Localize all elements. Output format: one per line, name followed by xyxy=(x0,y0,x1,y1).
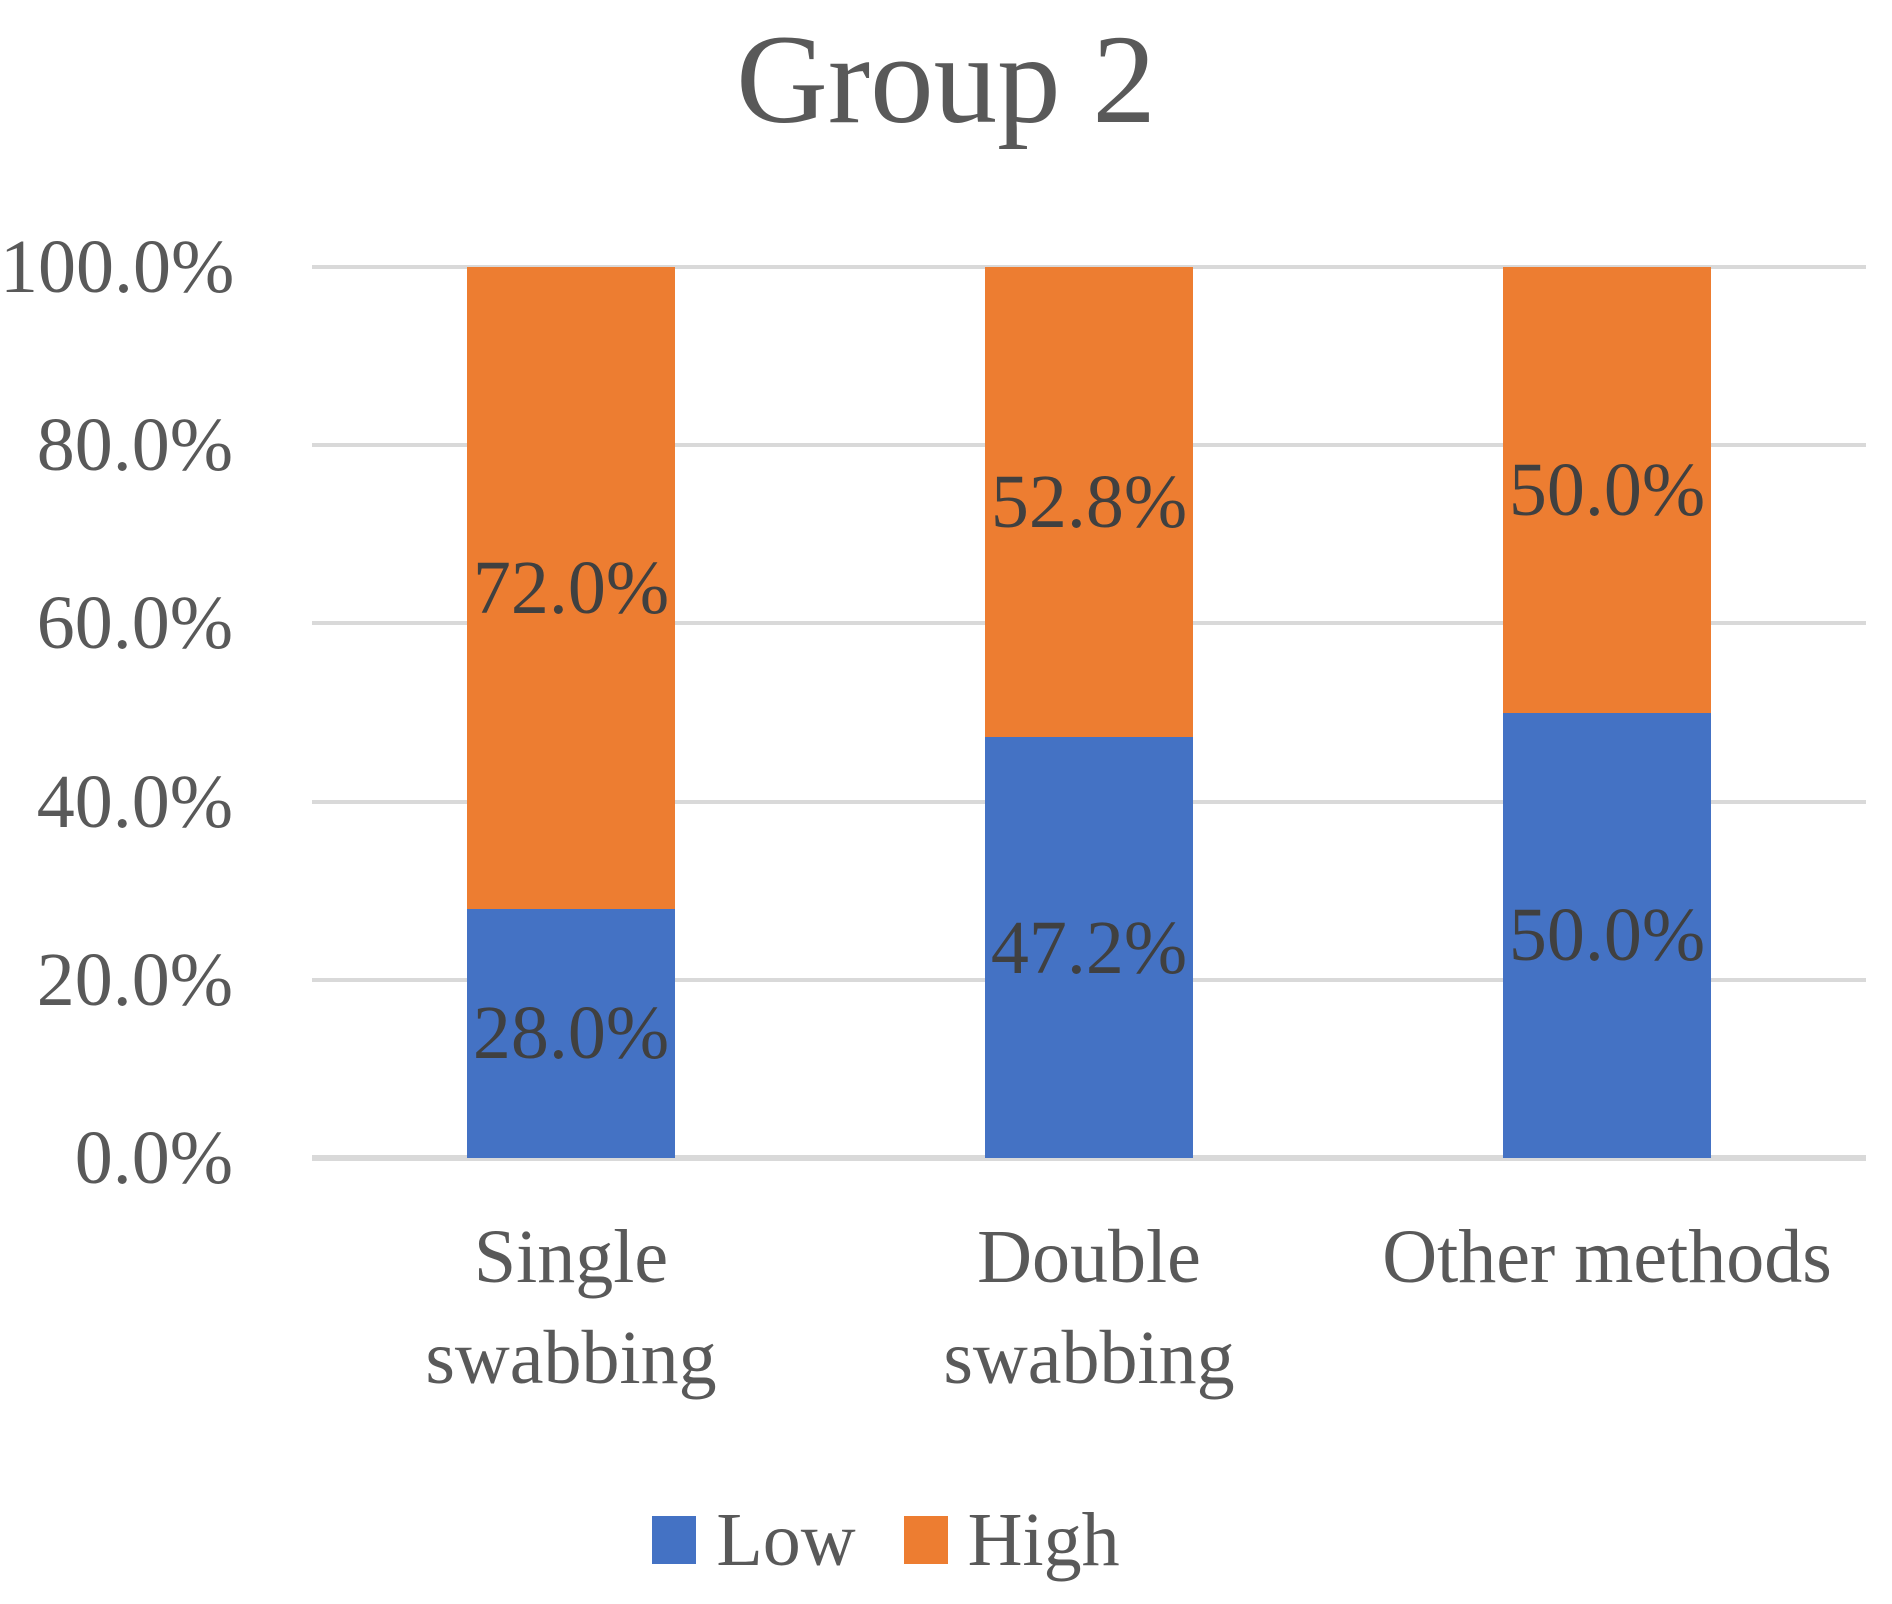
gridline-100 xyxy=(312,265,1866,269)
legend-marker-low xyxy=(652,1516,697,1564)
legend: Low High xyxy=(0,1498,1832,1582)
bar-segment-low-other-methods xyxy=(1503,712,1711,1158)
data-label-low-single-swabbing: 28.0% xyxy=(472,991,670,1076)
chart-title: Group 2 xyxy=(736,10,1156,150)
y-tick-label-0: 0.0% xyxy=(74,1116,233,1200)
bar-segment-low-single-swabbing xyxy=(467,908,675,1158)
plot-area: 28.0% 72.0% 47.2% 52.8% 50.0% 50.0% xyxy=(312,265,1866,1161)
data-label-high-single-swabbing: 72.0% xyxy=(472,545,670,630)
y-tick-label-80: 80.0% xyxy=(36,403,233,488)
data-label-high-other-methods: 50.0% xyxy=(1508,447,1706,532)
x-tick-label-double-swabbing: Double swabbing xyxy=(943,1215,1235,1400)
x-tick-label-single-swabbing: Single swabbing xyxy=(425,1215,717,1400)
data-label-low-other-methods: 50.0% xyxy=(1508,893,1706,978)
legend-item-high: High xyxy=(903,1498,1120,1582)
y-tick-label-20: 20.0% xyxy=(36,937,233,1022)
bar-segment-high-double-swabbing xyxy=(985,267,1193,738)
legend-label-high: High xyxy=(967,1497,1120,1582)
y-tick-label-60: 60.0% xyxy=(36,581,233,666)
bar-segment-low-double-swabbing xyxy=(985,737,1193,1158)
bar-segment-high-single-swabbing xyxy=(467,267,675,909)
data-label-low-double-swabbing: 47.2% xyxy=(990,905,1188,990)
x-tick-label-other-methods: Other methods xyxy=(1382,1215,1832,1299)
bar-segment-high-other-methods xyxy=(1503,267,1711,713)
legend-label-low: Low xyxy=(716,1497,856,1582)
legend-item-low: Low xyxy=(652,1498,856,1582)
legend-marker-high xyxy=(903,1516,948,1564)
data-label-high-double-swabbing: 52.8% xyxy=(990,460,1188,545)
y-tick-label-100: 100.0% xyxy=(0,225,235,309)
x-axis-line xyxy=(312,1155,1866,1161)
y-tick-label-40: 40.0% xyxy=(36,759,233,844)
